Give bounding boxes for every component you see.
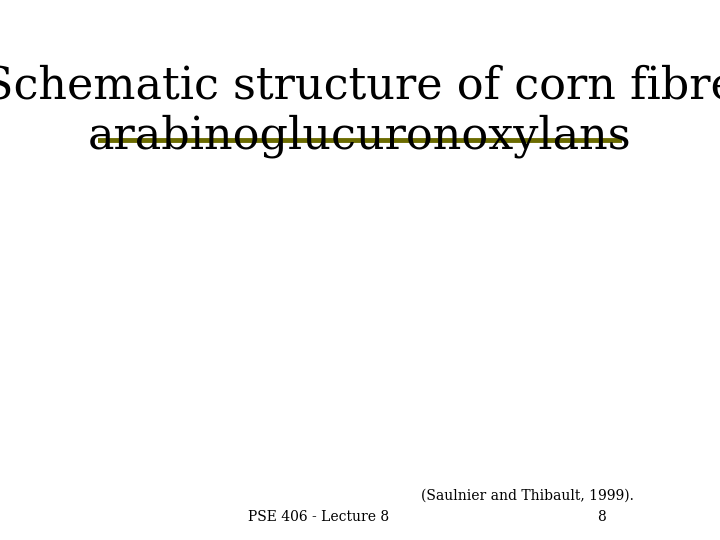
Text: PSE 406 - Lecture 8: PSE 406 - Lecture 8 [248,510,389,524]
Text: (Saulnier and Thibault, 1999).: (Saulnier and Thibault, 1999). [421,488,634,502]
Text: Schematic structure of corn fibre
arabinoglucuronoxylans: Schematic structure of corn fibre arabin… [0,65,720,158]
Text: 8: 8 [598,510,606,524]
